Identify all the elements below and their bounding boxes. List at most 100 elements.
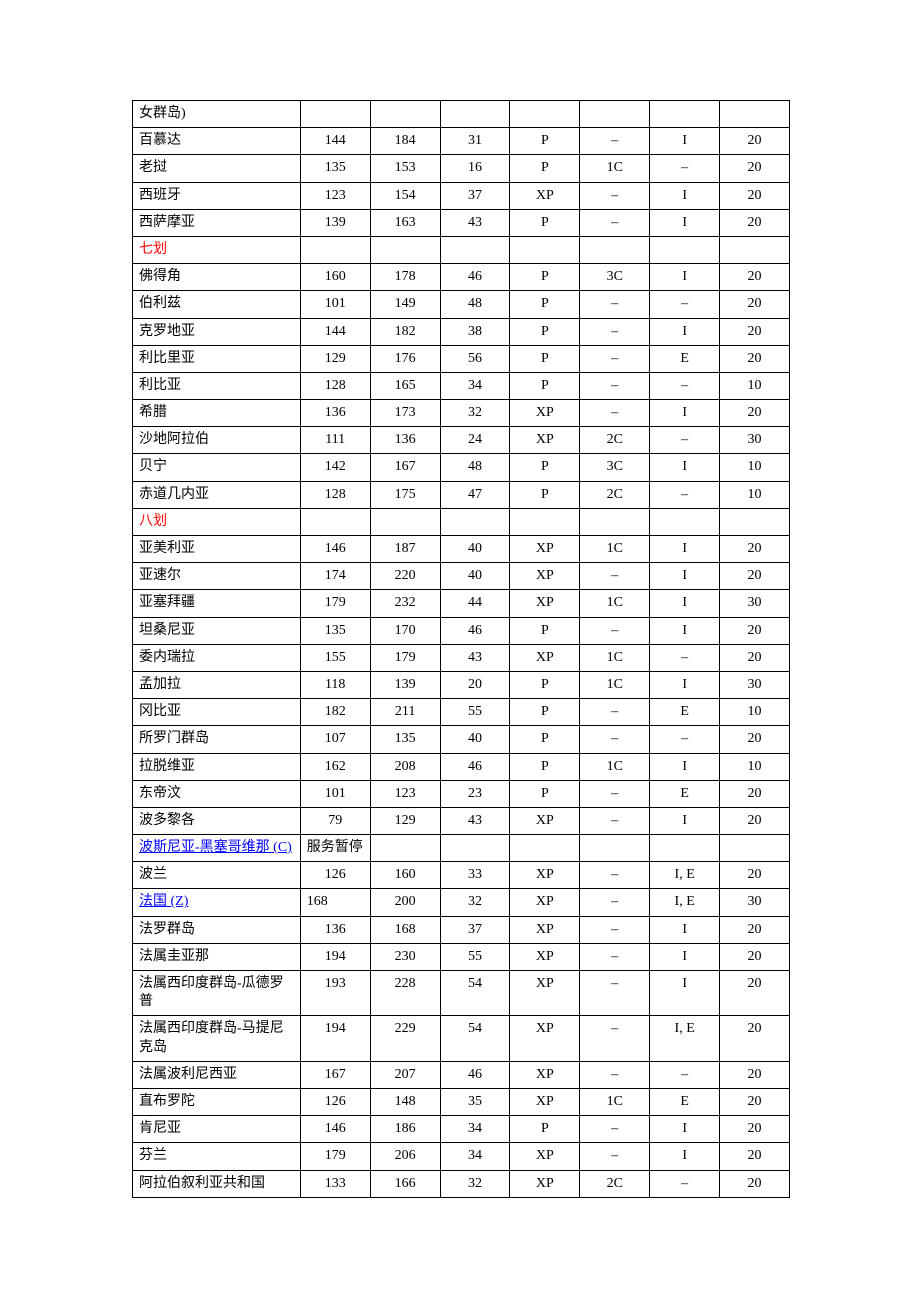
cell: 10 [720,372,790,399]
cell: 154 [370,182,440,209]
cell: 54 [440,1016,510,1061]
cell [580,236,650,263]
cell [720,101,790,128]
table-row: 希腊13617332XP–I20 [133,400,790,427]
row-name: 肯尼亚 [133,1116,301,1143]
cell: 20 [720,345,790,372]
cell: XP [510,427,580,454]
row-name: 波兰 [133,862,301,889]
cell: 193 [300,971,370,1016]
cell: 20 [720,209,790,236]
cell: 139 [300,209,370,236]
cell: 38 [440,318,510,345]
cell [440,835,510,862]
cell: – [580,1116,650,1143]
row-name: 直布罗陀 [133,1088,301,1115]
table-row: 孟加拉11813920P1CI30 [133,671,790,698]
cell: – [580,971,650,1016]
cell: – [580,916,650,943]
cell: P [510,318,580,345]
cell: – [580,372,650,399]
row-name: 法属圭亚那 [133,943,301,970]
cell: 20 [440,671,510,698]
cell: 48 [440,454,510,481]
cell: 118 [300,671,370,698]
table-row: 老挝13515316P1C–20 [133,155,790,182]
cell: 176 [370,345,440,372]
cell: – [650,1170,720,1197]
cell: 135 [300,155,370,182]
row-name: 沙地阿拉伯 [133,427,301,454]
cell: 服务暂停 [300,835,370,862]
cell: P [510,209,580,236]
cell: P [510,1116,580,1143]
cell: 144 [300,128,370,155]
cell: 20 [720,916,790,943]
row-name: 法属西印度群岛-瓜德罗普 [133,971,301,1016]
row-name: 委内瑞拉 [133,644,301,671]
cell: 126 [300,1088,370,1115]
cell: 208 [370,753,440,780]
cell: XP [510,1088,580,1115]
cell: 55 [440,943,510,970]
cell [580,835,650,862]
cell: XP [510,889,580,916]
cell: 128 [300,372,370,399]
row-name: 克罗地亚 [133,318,301,345]
cell: 47 [440,481,510,508]
cell: XP [510,590,580,617]
cell: 184 [370,128,440,155]
cell: – [580,182,650,209]
cell: P [510,726,580,753]
cell: I [650,536,720,563]
cell: – [580,563,650,590]
cell: XP [510,644,580,671]
cell: 1C [580,753,650,780]
cell: – [580,780,650,807]
postal-rates-table: 女群岛)百慕达14418431P–I20老挝13515316P1C–20西班牙1… [132,100,790,1198]
cell: – [580,400,650,427]
cell: 182 [370,318,440,345]
cell: 111 [300,427,370,454]
cell: P [510,753,580,780]
cell: I [650,264,720,291]
cell: – [580,291,650,318]
cell: E [650,699,720,726]
country-link[interactable]: 法国 (Z) [139,894,188,909]
cell: – [650,427,720,454]
cell: 20 [720,862,790,889]
cell: 34 [440,1143,510,1170]
cell: I [650,807,720,834]
cell: 126 [300,862,370,889]
cell: – [650,726,720,753]
row-name: 法罗群岛 [133,916,301,943]
cell: P [510,128,580,155]
cell: 3C [580,264,650,291]
cell: 206 [370,1143,440,1170]
cell: I, E [650,1016,720,1061]
cell: 46 [440,753,510,780]
cell: 228 [370,971,440,1016]
cell: 1C [580,644,650,671]
cell: 44 [440,590,510,617]
cell: 40 [440,726,510,753]
cell [370,508,440,535]
cell: 20 [720,943,790,970]
cell: I [650,454,720,481]
cell: – [580,345,650,372]
table-row: 波斯尼亚-黑塞哥维那 (C) 服务暂停 [133,835,790,862]
table-row: 利比里亚12917656P–E20 [133,345,790,372]
country-link[interactable]: 波斯尼亚-黑塞哥维那 (C) [139,840,292,855]
row-name: 亚速尔 [133,563,301,590]
cell: XP [510,943,580,970]
cell [720,508,790,535]
table-row: 直布罗陀12614835XP1CE20 [133,1088,790,1115]
cell: 135 [300,617,370,644]
cell: P [510,345,580,372]
cell: 23 [440,780,510,807]
section-header: 八划 [139,514,167,529]
table-row: 肯尼亚14618634P–I20 [133,1116,790,1143]
cell: P [510,454,580,481]
table-row: 克罗地亚14418238P–I20 [133,318,790,345]
cell: I [650,1143,720,1170]
